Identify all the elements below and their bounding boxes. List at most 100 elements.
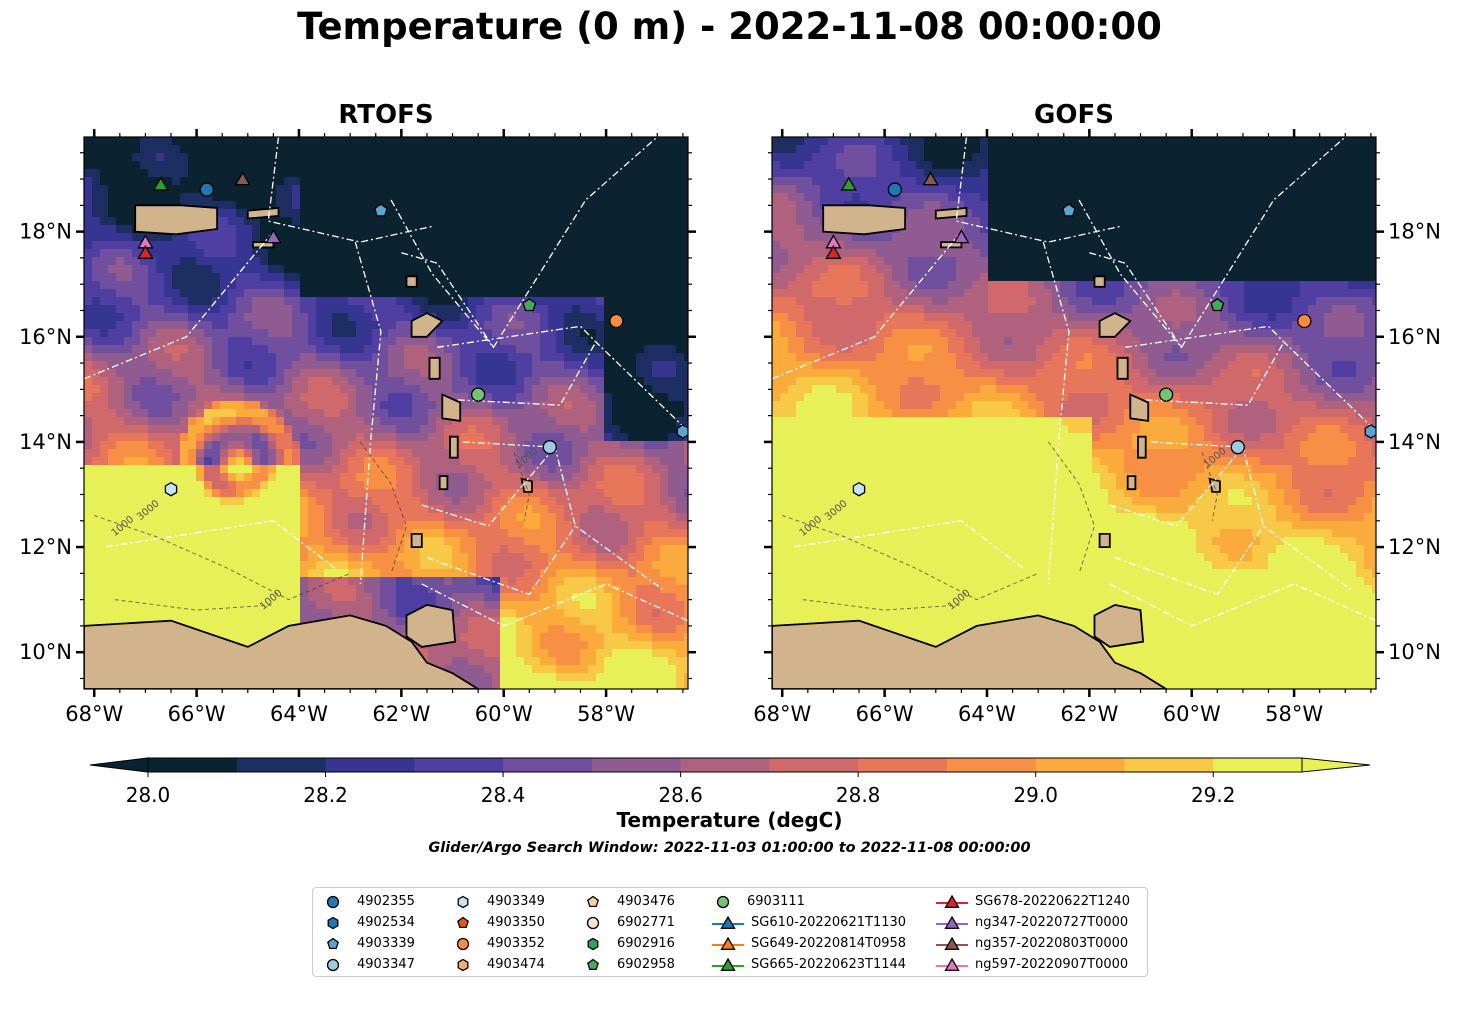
colorbar-title: Temperature (degC) xyxy=(616,808,843,832)
legend-label: SG610-20220621T1130 xyxy=(751,915,907,930)
st-vincent-land xyxy=(1126,475,1137,491)
bathymetry-contour xyxy=(114,599,274,611)
eez-boundary-line xyxy=(426,525,576,596)
lon-tick-label: 58°W xyxy=(577,702,635,726)
legend-circle-icon xyxy=(716,895,730,909)
legend-label: 4903339 xyxy=(357,936,415,951)
lon-tick-label: 64°W xyxy=(270,702,328,726)
observation-marker-ng357-20220803T0000 xyxy=(234,171,251,186)
lat-tick-label: 10°N xyxy=(1388,640,1441,664)
legend-label: ng597-20220907T0000 xyxy=(975,957,1129,972)
observation-marker-6902958 xyxy=(1210,297,1225,312)
colorbar-segment xyxy=(236,758,327,772)
observation-marker-4903347 xyxy=(542,440,557,455)
barbados-land xyxy=(1208,477,1221,493)
observation-marker-ng347-20220727T0000 xyxy=(953,229,970,244)
trinidad-land xyxy=(405,603,457,648)
trinidad-land xyxy=(1093,603,1145,648)
bathymetry-contour xyxy=(1047,441,1096,574)
lat-tick-label: 18°N xyxy=(19,220,72,244)
legend-marker-icon xyxy=(712,957,744,971)
colorbar-segment xyxy=(858,758,948,772)
dominica-land xyxy=(1116,356,1129,380)
south-america-land xyxy=(772,614,1168,689)
legend-label: ng347-20220727T0000 xyxy=(975,915,1129,930)
colorbar-tick-label: 29.0 xyxy=(1013,783,1058,807)
bathymetry-contour xyxy=(513,452,530,521)
eez-boundary-line xyxy=(267,137,433,243)
legend-marker-icon xyxy=(587,937,599,951)
colorbar-segment xyxy=(680,758,770,772)
lon-tick-label: 66°W xyxy=(168,702,226,726)
map-frame xyxy=(83,136,689,690)
eez-boundary-line xyxy=(421,583,688,627)
legend-hexagon-icon xyxy=(457,958,469,972)
observation-marker-6902958 xyxy=(522,297,537,312)
antigua-land xyxy=(405,275,418,288)
observation-marker-4902355 xyxy=(199,182,214,197)
eez-boundary-line xyxy=(84,231,274,380)
colorbar-tick-label: 28.8 xyxy=(836,783,881,807)
legend-circle-icon xyxy=(326,958,340,972)
observation-marker-4903339 xyxy=(1061,203,1076,217)
legend-label: 6902916 xyxy=(617,936,675,951)
guadeloupe-land xyxy=(1098,312,1132,338)
legend: 4902355 4902534 4903339 4903347 4903349 49033… xyxy=(312,887,1148,977)
virgin-islands-land xyxy=(246,207,280,220)
observation-marker-SG678-20220622T1240 xyxy=(825,244,842,259)
legend-label: SG678-20220622T1240 xyxy=(975,894,1131,909)
lat-tick-label: 16°N xyxy=(1388,325,1441,349)
bathymetry-contour xyxy=(1201,452,1218,521)
legend-label: 4903352 xyxy=(487,936,545,951)
eez-boundary-line xyxy=(354,241,382,584)
legend-circle-icon xyxy=(326,895,340,909)
lon-tick-label: 68°W xyxy=(65,702,123,726)
legend-triangle-icon xyxy=(944,894,960,908)
colorbar-segment xyxy=(1035,758,1125,772)
legend-triangle-icon xyxy=(720,936,736,950)
lon-tick-label: 60°W xyxy=(475,702,533,726)
lat-tick-label: 12°N xyxy=(1388,535,1441,559)
panel-title-rtofs: RTOFS xyxy=(338,100,434,130)
lat-tick-label: 14°N xyxy=(1388,430,1441,454)
legend-marker-icon xyxy=(456,937,470,951)
legend-hexagon-icon xyxy=(327,916,339,930)
legend-pentagon-icon xyxy=(327,937,339,950)
martinique-land xyxy=(1129,393,1150,422)
eez-boundary-line xyxy=(462,441,663,590)
panel-title-gofs: GOFS xyxy=(1034,100,1114,130)
lon-tick-label: 58°W xyxy=(1265,702,1323,726)
legend-marker-icon xyxy=(457,895,469,909)
grenada-land xyxy=(410,533,423,548)
colorbar-tick-label: 28.4 xyxy=(481,783,526,807)
eez-boundary-line xyxy=(1114,525,1264,596)
legend-triangle-icon xyxy=(944,957,960,971)
legend-label: 4903349 xyxy=(487,894,545,909)
legend-marker-icon xyxy=(587,958,599,971)
eez-boundary-line xyxy=(1145,341,1285,406)
st-lucia-land xyxy=(1137,435,1147,459)
figure-title: Temperature (0 m) - 2022-11-08 00:00:00 xyxy=(297,5,1162,48)
observation-marker-6903111 xyxy=(470,387,486,402)
map-frame xyxy=(771,136,1377,690)
eez-boundary-line xyxy=(1042,241,1070,584)
eez-boundary-line xyxy=(1109,583,1376,627)
observation-marker-6903111 xyxy=(1158,387,1174,402)
guadeloupe-land xyxy=(410,312,444,338)
colorbar-segment xyxy=(1213,758,1303,772)
observation-marker-4903352 xyxy=(609,313,624,329)
observation-marker-4902534 xyxy=(1364,424,1376,439)
lat-tick-label: 16°N xyxy=(19,325,72,349)
legend-label: 4902534 xyxy=(357,915,415,930)
st-lucia-land xyxy=(449,435,459,459)
lon-tick-label: 60°W xyxy=(1163,702,1221,726)
legend-marker-icon xyxy=(716,895,730,909)
observation-marker-ng357-20220803T0000 xyxy=(922,171,939,186)
legend-hexagon-icon xyxy=(457,895,469,909)
observation-marker-4903339 xyxy=(373,203,388,217)
colorbar-segment xyxy=(769,758,859,772)
eez-boundary-line xyxy=(1125,325,1372,427)
st-vincent-land xyxy=(438,475,449,491)
